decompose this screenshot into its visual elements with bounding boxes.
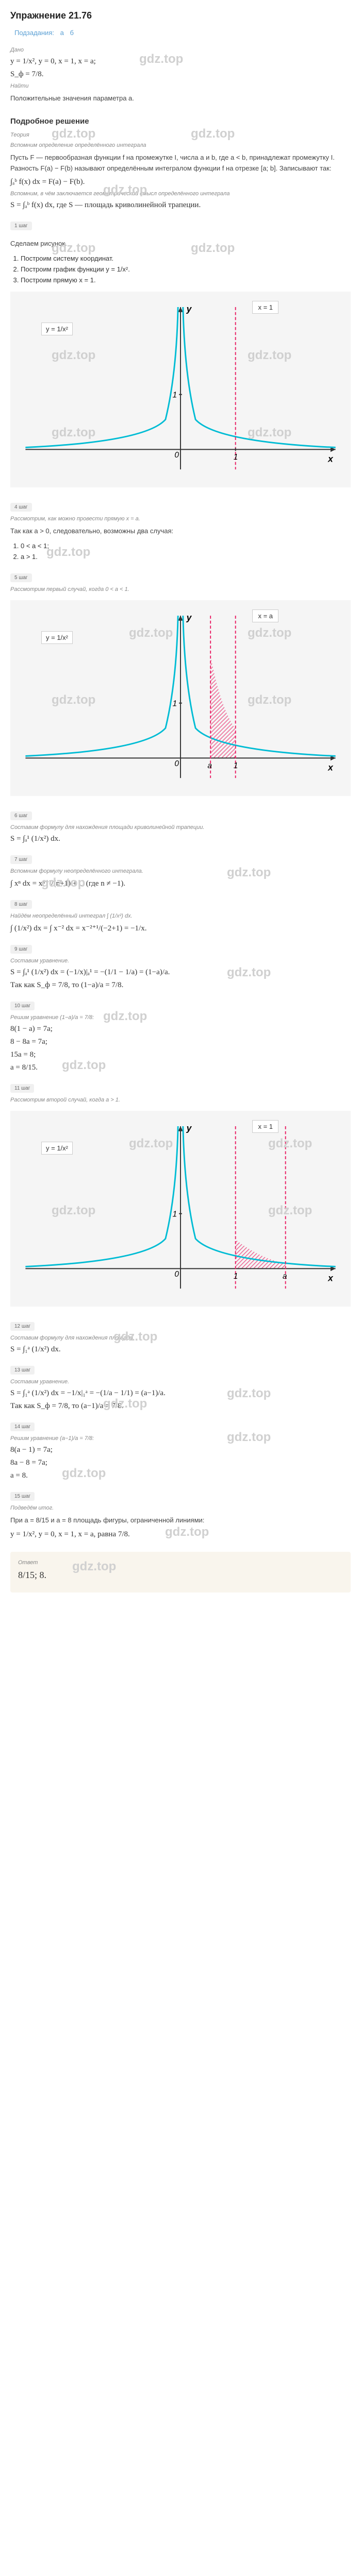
step-badge-15: 15 шаг xyxy=(10,1492,35,1501)
svg-text:x: x xyxy=(327,1273,334,1283)
svg-text:1: 1 xyxy=(172,391,177,400)
xa-label-box: x = a xyxy=(252,609,278,622)
step13-text: Составим уравнение. xyxy=(10,1379,351,1385)
step1-text: Сделаем рисунок. xyxy=(10,239,351,249)
step15-lines: y = 1/x², y = 0, x = 1, x = a, равна 7/8… xyxy=(10,1530,351,1539)
step10-text: Решим уравнение (1−a)/a = 7/8: xyxy=(10,1014,351,1021)
given-sf: S_ф = 7/8. xyxy=(10,70,351,79)
step-badge-5: 5 шаг xyxy=(10,573,32,582)
def2-label: Вспомним, в чём заключается геометрическ… xyxy=(10,191,351,197)
list-item: 0 < a < 1; xyxy=(21,542,351,550)
subtasks-row: Подзадания: a б xyxy=(10,29,351,37)
svg-text:1: 1 xyxy=(172,699,177,708)
step14-l3: a = 8. xyxy=(10,1471,351,1480)
step9-formula2: Так как S_ф = 7/8, то (1−a)/a = 7/8. xyxy=(10,981,351,990)
def2-formula: S = ∫ₐᵇ f(x) dx, где S — площадь криволи… xyxy=(10,201,351,210)
def1-text: Пусть F — первообразная функции f на про… xyxy=(10,152,351,174)
svg-text:a: a xyxy=(283,1272,287,1281)
exercise-title: Упражнение 21.76 xyxy=(10,10,351,21)
step-badge-11: 11 шаг xyxy=(10,1084,34,1093)
step6-formula: S = ∫ₐ¹ (1/x²) dx. xyxy=(10,835,351,843)
step-badge-1: 1 шаг xyxy=(10,222,32,230)
list-item: Построим график функции y = 1/x². xyxy=(21,265,351,273)
theory-label: Теория xyxy=(10,132,351,138)
step1-list: Построим систему координат. Построим гра… xyxy=(10,255,351,284)
step6-text: Составим формулу для нахождения площади … xyxy=(10,824,351,831)
step4-text: Рассмотрим, как можно провести прямую x … xyxy=(10,516,351,522)
step13-formula2: Так как S_ф = 7/8, то (a−1)/a = 7/8. xyxy=(10,1402,351,1411)
step14-l2: 8a − 8 = 7a; xyxy=(10,1459,351,1467)
step8-formula: ∫ (1/x²) dx = ∫ x⁻² dx = x⁻²⁺¹/(−2+1) = … xyxy=(10,923,351,933)
svg-text:0: 0 xyxy=(174,1270,179,1279)
step-badge-9: 9 шаг xyxy=(10,945,32,954)
step-badge-4: 4 шаг xyxy=(10,503,32,512)
step-badge-8: 8 шаг xyxy=(10,900,32,909)
given-label: Дано xyxy=(10,47,351,53)
step14-l1: 8(a − 1) = 7a; xyxy=(10,1446,351,1454)
step5-text: Рассмотрим первый случай, когда 0 < a < … xyxy=(10,586,351,592)
step-badge-6: 6 шаг xyxy=(10,811,32,820)
svg-text:1: 1 xyxy=(234,1272,238,1281)
list-item: a > 1. gdz.top xyxy=(21,553,351,561)
x1-label-box: x = 1 xyxy=(252,301,278,314)
chart-2: 0 1 a 1 x y y = 1/x² x = a gdz.top gdz.t… xyxy=(10,600,351,796)
step-badge-10: 10 шаг xyxy=(10,1002,35,1010)
solution-heading: Подробное решение xyxy=(10,117,351,126)
x1-label-box: x = 1 xyxy=(252,1120,278,1133)
chart-1: 0 1 1 x y y = 1/x² x = 1 gdz.top gdz.top… xyxy=(10,292,351,487)
step7-text: Вспомним формулу неопределённого интегра… xyxy=(10,868,351,874)
step15-text: Подведём итог. xyxy=(10,1505,351,1511)
def1-formula: ∫ₐᵇ f(x) dx = F(a) − F(b). xyxy=(10,178,351,187)
list-item: Построим прямую x = 1. xyxy=(21,276,351,284)
svg-text:y: y xyxy=(186,304,192,314)
given-formula: y = 1/x², y = 0, x = 1, x = a; xyxy=(10,57,351,66)
step10-l3: 15a = 8; xyxy=(10,1050,351,1059)
step-badge-14: 14 шаг xyxy=(10,1422,35,1431)
step14-text: Решим уравнение (a−1)/a = 7/8: xyxy=(10,1435,351,1442)
answer-box: Ответ 8/15; 8. gdz.top xyxy=(10,1552,351,1592)
svg-text:0: 0 xyxy=(174,451,179,460)
step15-final: При a = 8/15 и a = 8 площадь фигуры, огр… xyxy=(10,1515,351,1526)
find-text: Положительные значения параметра a. xyxy=(10,93,351,104)
svg-text:x: x xyxy=(327,454,334,464)
step10-l1: 8(1 − a) = 7a; xyxy=(10,1025,351,1033)
func-label-box: y = 1/x² xyxy=(41,323,73,335)
answer-text: 8/15; 8. xyxy=(18,1570,343,1581)
svg-text:a: a xyxy=(207,761,212,770)
svg-text:1: 1 xyxy=(172,1210,177,1218)
step12-text: Составим формулу для нахождения площади. xyxy=(10,1335,351,1341)
step12-formula: S = ∫₁ᵃ (1/x²) dx. xyxy=(10,1345,351,1354)
answer-label: Ответ xyxy=(18,1560,343,1566)
find-label: Найти xyxy=(10,83,351,89)
svg-text:y: y xyxy=(186,1123,192,1133)
step4-list: 0 < a < 1; a > 1. gdz.top xyxy=(10,542,351,561)
def1-label: Вспомним определение определённого интег… xyxy=(10,142,351,148)
subtasks-label: Подзадания: xyxy=(14,29,54,37)
step-badge-12: 12 шаг xyxy=(10,1322,35,1331)
chart-3: 0 1 a 1 x y y = 1/x² x = 1 gdz.top gdz.t… xyxy=(10,1111,351,1307)
func-label-box: y = 1/x² xyxy=(41,631,73,644)
step10-l4: a = 8/15. xyxy=(10,1063,351,1072)
func-label-box: y = 1/x² xyxy=(41,1142,73,1155)
svg-text:0: 0 xyxy=(174,759,179,768)
step-badge-7: 7 шаг xyxy=(10,855,32,864)
step-badge-13: 13 шаг xyxy=(10,1366,35,1375)
svg-text:y: y xyxy=(186,613,192,623)
list-item: Построим систему координат. xyxy=(21,255,351,262)
step11-text: Рассмотрим второй случай, когда a > 1. xyxy=(10,1097,351,1103)
subtask-link-a[interactable]: a xyxy=(60,29,64,37)
svg-text:x: x xyxy=(327,762,334,773)
step9-formula1: S = ∫ₐ¹ (1/x²) dx = (−1/x)|ₐ¹ = −(1/1 − … xyxy=(10,968,351,977)
step8-text: Найдём неопределённый интеграл ∫ (1/x²) … xyxy=(10,913,351,919)
subtask-link-b[interactable]: б xyxy=(70,29,73,37)
step10-l2: 8 − 8a = 7a; xyxy=(10,1038,351,1046)
step4-sub: Так как a > 0, следовательно, возможны д… xyxy=(10,526,351,537)
step13-formula1: S = ∫₁ᵃ (1/x²) dx = −1/x|₁ᵃ = −(1/a − 1/… xyxy=(10,1389,351,1398)
step7-formula: ∫ xⁿ dx = xⁿ⁺¹/(n+1) + C (где n ≠ −1). xyxy=(10,878,351,888)
svg-text:1: 1 xyxy=(234,761,238,770)
svg-text:1: 1 xyxy=(234,453,238,462)
step9-text: Составим уравнение. xyxy=(10,958,351,964)
